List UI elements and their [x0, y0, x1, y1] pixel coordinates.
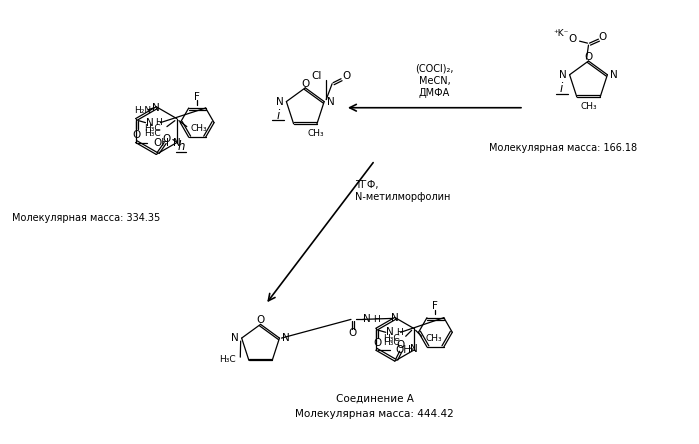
Text: H₃C: H₃C	[145, 129, 161, 138]
Text: i: i	[277, 109, 280, 122]
Text: O: O	[568, 34, 577, 44]
Text: N: N	[327, 97, 335, 107]
Text: Молекулярная масса: 334.35: Молекулярная масса: 334.35	[12, 213, 160, 223]
Text: OH: OH	[396, 345, 412, 355]
Text: O: O	[349, 328, 357, 338]
Text: N: N	[386, 327, 394, 337]
Text: H₃C: H₃C	[383, 338, 400, 347]
Text: i: i	[560, 82, 563, 95]
Text: N: N	[231, 333, 238, 343]
Text: O: O	[132, 130, 140, 139]
Text: O: O	[584, 52, 593, 62]
Text: O: O	[301, 79, 310, 89]
Text: N-метилморфолин: N-метилморфолин	[355, 192, 450, 202]
Text: N: N	[145, 118, 153, 127]
Text: O: O	[374, 338, 382, 348]
Text: MeCN,: MeCN,	[419, 76, 450, 86]
Text: CH₃: CH₃	[580, 103, 597, 111]
Text: Cl: Cl	[311, 71, 322, 81]
Text: N: N	[559, 70, 567, 80]
Text: O: O	[342, 71, 350, 81]
Text: Молекулярная масса: 444.42: Молекулярная масса: 444.42	[296, 409, 454, 419]
Text: ⁺K⁻: ⁺K⁻	[553, 29, 568, 38]
Text: CH₃: CH₃	[426, 334, 442, 343]
Text: Молекулярная масса: 166.18: Молекулярная масса: 166.18	[489, 143, 637, 154]
Text: N: N	[610, 70, 618, 80]
Text: H₃C: H₃C	[145, 124, 161, 133]
Text: H₃C: H₃C	[383, 334, 400, 343]
Text: CH₃: CH₃	[191, 124, 208, 133]
Text: H₃C: H₃C	[219, 355, 236, 364]
Text: (COCl)₂,: (COCl)₂,	[415, 64, 454, 74]
Text: O: O	[257, 315, 265, 325]
Text: h: h	[178, 140, 185, 153]
Text: ДМФА: ДМФА	[419, 88, 450, 98]
Text: O: O	[598, 32, 607, 42]
Text: N: N	[152, 103, 160, 113]
Text: ТГФ,: ТГФ,	[355, 180, 378, 190]
Text: N: N	[363, 314, 370, 325]
Text: H: H	[373, 315, 380, 324]
Text: H₂N: H₂N	[134, 106, 151, 115]
Text: H: H	[155, 118, 162, 127]
Text: F: F	[194, 92, 200, 102]
Text: Соединение А: Соединение А	[336, 394, 414, 404]
Text: N: N	[391, 313, 398, 323]
Text: F: F	[433, 301, 438, 312]
Text: N: N	[275, 97, 283, 107]
Text: N: N	[173, 138, 181, 147]
Text: OH: OH	[154, 138, 169, 147]
Text: O: O	[162, 134, 171, 143]
Text: N: N	[282, 333, 290, 343]
Text: H: H	[396, 328, 403, 337]
Text: CH₃: CH₃	[308, 129, 324, 138]
Text: O: O	[396, 340, 405, 350]
Text: N: N	[410, 344, 417, 354]
